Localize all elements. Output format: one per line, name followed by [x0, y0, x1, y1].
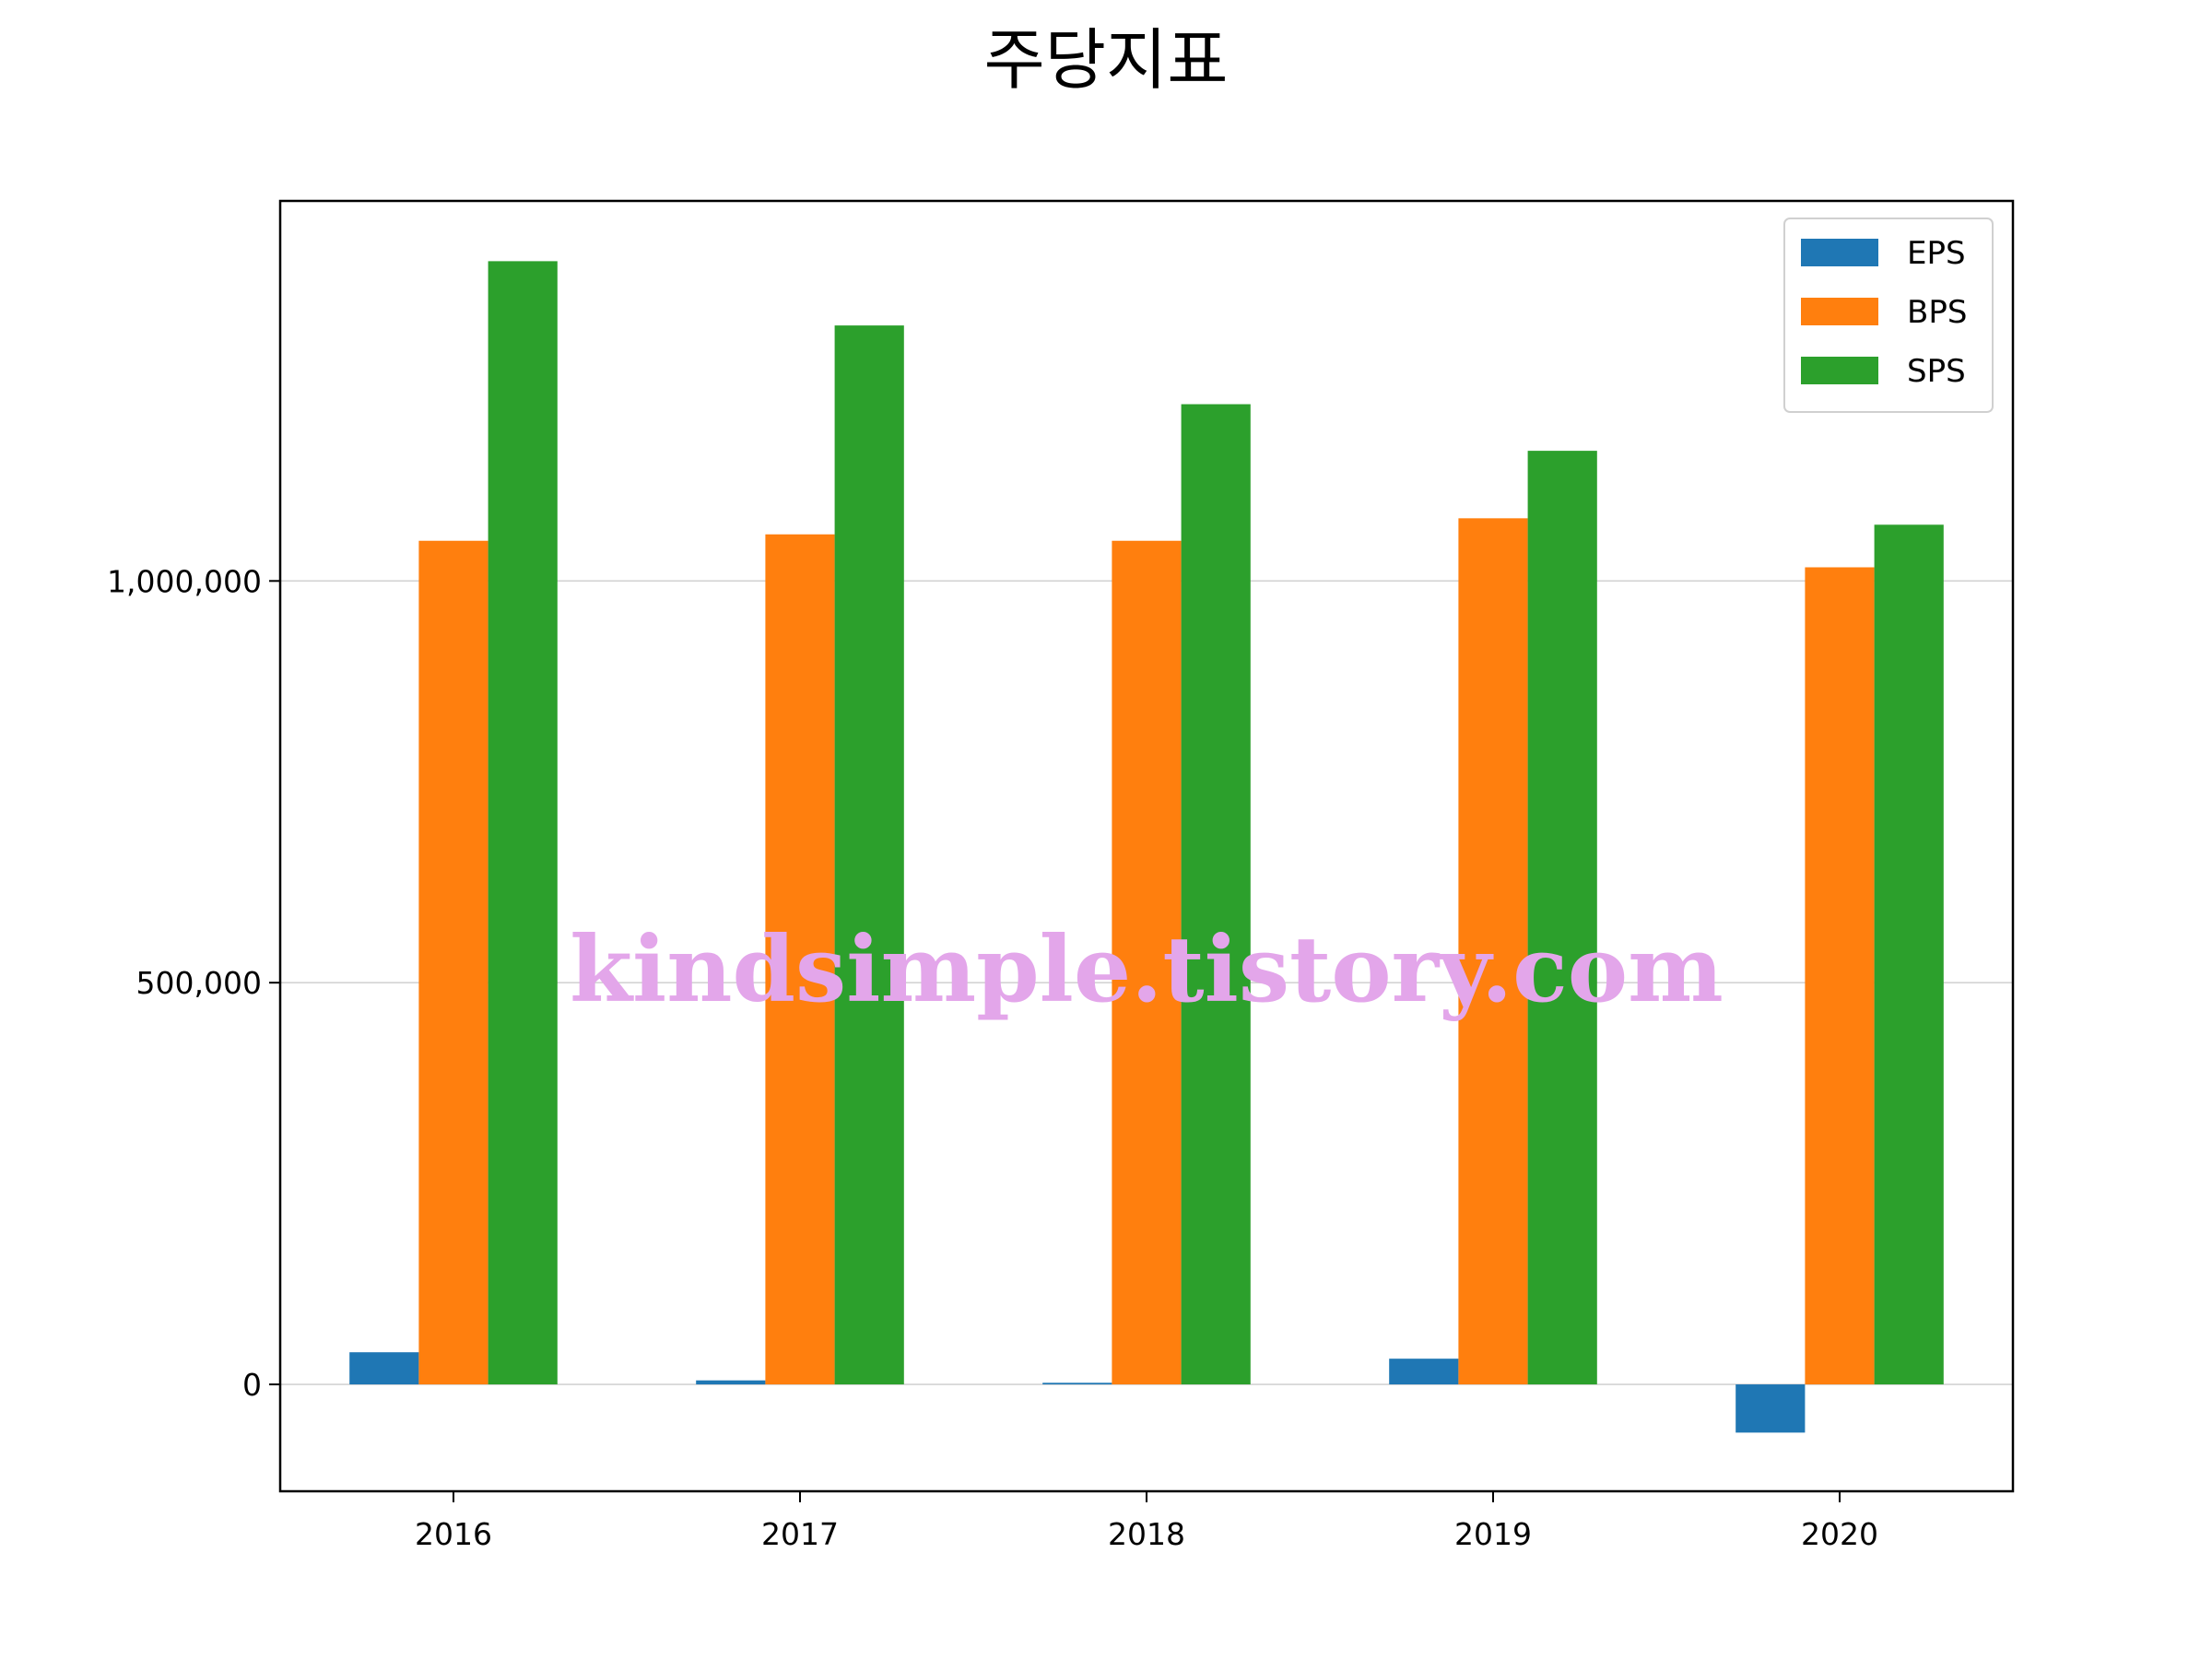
- bar-eps-2016: [349, 1352, 419, 1385]
- y-tick-label-2: 1,000,000: [107, 563, 262, 599]
- bar-sps-2020: [1874, 524, 1944, 1385]
- bar-bps-2018: [1112, 540, 1182, 1385]
- bar-sps-2019: [1527, 451, 1597, 1385]
- x-tick-label-2017: 2017: [761, 1516, 839, 1552]
- bar-bps-2016: [418, 540, 488, 1385]
- x-tick-label-2020: 2020: [1801, 1516, 1878, 1552]
- bar-eps-2017: [696, 1380, 766, 1385]
- x-tick-label-2016: 2016: [415, 1516, 492, 1552]
- bar-bps-2020: [1805, 567, 1875, 1385]
- bar-eps-2020: [1735, 1384, 1806, 1433]
- legend: EPS BPS SPS: [1783, 218, 1994, 413]
- legend-swatch-sps: [1801, 357, 1878, 384]
- bar-eps-2018: [1042, 1382, 1112, 1385]
- legend-swatch-bps: [1801, 298, 1878, 325]
- bar-sps-2016: [488, 261, 558, 1385]
- bar-bps-2019: [1458, 518, 1528, 1385]
- x-tick-label-2018: 2018: [1108, 1516, 1185, 1552]
- bar-sps-2018: [1181, 404, 1251, 1385]
- bars: [349, 261, 1944, 1433]
- y-tick-label-1: 500,000: [136, 965, 262, 1001]
- legend-swatch-eps: [1801, 239, 1878, 266]
- bar-sps-2017: [834, 325, 904, 1385]
- watermark-text: kindsimple.tistory.com: [570, 917, 1724, 1023]
- chart-title: 주당지표: [984, 21, 1229, 99]
- legend-label-sps: SPS: [1907, 353, 1966, 390]
- y-tick-label-0: 0: [242, 1367, 262, 1403]
- x-tick-label-2019: 2019: [1454, 1516, 1532, 1552]
- bar-bps-2017: [765, 534, 835, 1385]
- legend-label-bps: BPS: [1907, 294, 1967, 331]
- x-axis: 2016 2017 2018 2019 2020: [415, 1491, 1878, 1552]
- y-axis: 0 500,000 1,000,000: [107, 563, 280, 1403]
- bar-eps-2019: [1389, 1359, 1459, 1385]
- legend-label-eps: EPS: [1907, 235, 1966, 272]
